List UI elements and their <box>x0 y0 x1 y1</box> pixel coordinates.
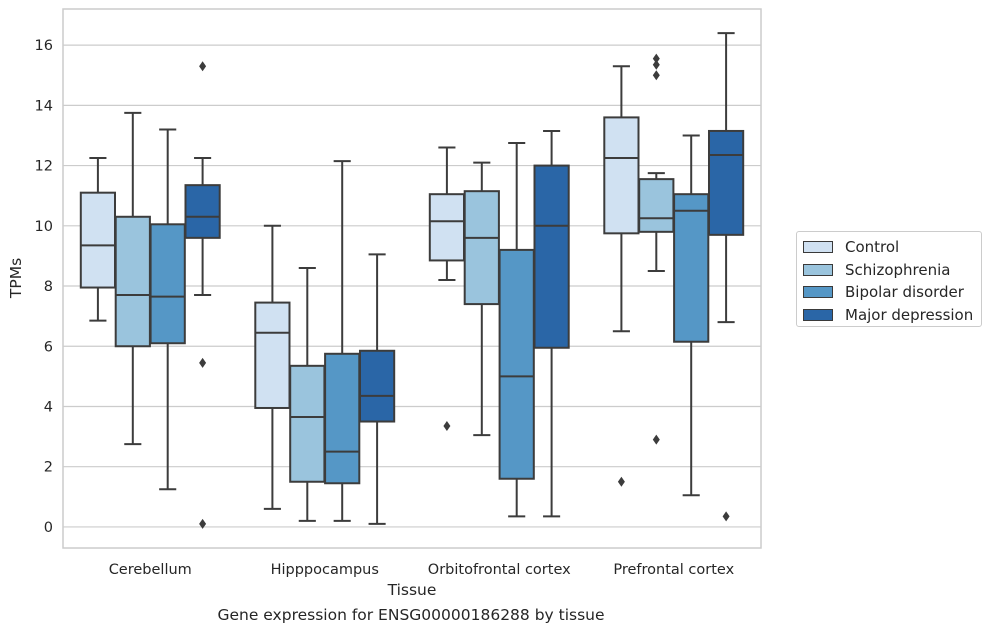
box <box>358 349 396 423</box>
box <box>149 223 186 345</box>
grid-lines <box>63 44 761 528</box>
x-tick-label: Hipppocampus <box>271 562 379 578</box>
box <box>463 190 500 306</box>
box-group <box>498 141 535 518</box>
box-group <box>673 134 710 497</box>
outlier-point <box>199 357 207 368</box>
box-group <box>358 253 396 525</box>
y-tick-label: 0 <box>44 520 53 536</box>
x-tick-label: Cerebellum <box>109 562 192 578</box>
outlier-point <box>199 61 207 72</box>
legend-label: Schizophrenia <box>845 260 951 279</box>
legend-item-control: Control <box>803 236 975 259</box>
box-group <box>114 111 151 446</box>
y-tick-labels: 0 2 4 6 8 10 12 14 16 <box>35 38 53 536</box>
legend-swatch-control <box>803 241 833 254</box>
box <box>254 301 291 409</box>
legend-item-schizophrenia: Schizophrenia <box>803 259 975 282</box>
y-tick-label: 6 <box>44 339 53 355</box>
outlier-point <box>652 59 660 70</box>
box <box>184 184 221 239</box>
outlier-point <box>652 53 660 64</box>
box <box>428 193 466 262</box>
box-group <box>289 266 326 522</box>
outlier-point <box>199 518 207 529</box>
box-group <box>533 129 570 518</box>
box-group <box>603 65 640 487</box>
y-tick-label: 8 <box>44 279 53 295</box>
legend-swatch-bipolar-disorder <box>803 286 833 299</box>
box <box>498 248 535 480</box>
y-tick-label: 14 <box>35 98 53 114</box>
y-tick-label: 16 <box>35 38 53 54</box>
box <box>638 178 675 233</box>
box-group <box>707 32 745 522</box>
y-tick-label: 2 <box>44 460 53 476</box>
box-group <box>79 157 117 322</box>
box <box>603 116 640 235</box>
legend-item-bipolar-disorder: Bipolar disorder <box>803 281 975 304</box>
outlier-point <box>722 511 730 522</box>
box-group <box>463 161 500 437</box>
box-group <box>184 61 221 529</box>
y-tick-label: 12 <box>35 159 53 175</box>
box <box>114 215 151 348</box>
legend-label: Major depression <box>845 305 974 324</box>
outlier-point <box>443 421 451 432</box>
y-axis-label: TPMs <box>7 258 25 299</box>
x-tick-label: Orbitofrontal cortex <box>428 562 571 578</box>
box <box>79 191 117 289</box>
y-tick-label: 10 <box>35 219 53 235</box>
box <box>673 193 710 343</box>
box-group <box>428 146 466 432</box>
plot-frame <box>62 8 762 549</box>
box <box>324 352 361 485</box>
chart-caption: Gene expression for ENSG00000186288 by t… <box>217 606 605 624</box>
legend-swatch-schizophrenia <box>803 263 833 276</box>
box-group <box>638 53 675 445</box>
y-tick-label: 4 <box>44 399 53 415</box>
outlier-point <box>617 476 625 487</box>
box-series <box>79 32 745 529</box>
x-tick-labels: Cerebellum Hipppocampus Orbitofrontal cort… <box>109 562 735 578</box>
x-tick-label: Prefrontal cortex <box>613 562 734 578</box>
legend-label: Control <box>845 238 900 257</box>
legend: Control Schizophrenia Bipolar disorder M… <box>796 231 982 327</box>
legend-swatch-major-depression <box>803 308 833 321</box>
box-group <box>254 224 291 510</box>
x-axis-label: Tissue <box>387 581 437 599</box>
legend-item-major-depression: Major depression <box>803 304 975 327</box>
box <box>707 129 745 236</box>
box <box>289 364 326 483</box>
outlier-point <box>652 70 660 81</box>
box-group <box>149 128 186 491</box>
legend-label: Bipolar disorder <box>845 283 964 302</box>
outlier-point <box>652 434 660 445</box>
box <box>533 164 570 349</box>
